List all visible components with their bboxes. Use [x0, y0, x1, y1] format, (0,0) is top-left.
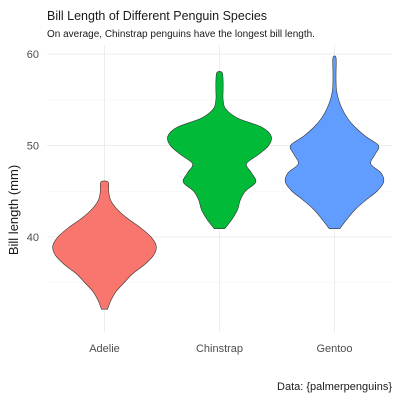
y-tick-label: 60 — [27, 49, 39, 61]
x-tick-label: Gentoo — [316, 343, 352, 355]
violin-chinstrap — [167, 70, 272, 230]
chart-title: Bill Length of Different Penguin Species — [47, 9, 267, 23]
violin-adelie — [52, 180, 157, 310]
y-tick-label: 50 — [27, 141, 39, 153]
y-tick-labels: 40 50 60 — [27, 49, 39, 244]
y-tick-label: 40 — [27, 232, 39, 244]
x-tick-label: Chinstrap — [196, 343, 243, 355]
y-axis-title: Bill length (mm) — [6, 165, 21, 255]
x-tick-label: Adelie — [89, 343, 120, 355]
x-tick-labels: Adelie Chinstrap Gentoo — [89, 343, 352, 355]
chart-caption: Data: {palmerpenguins} — [277, 381, 392, 393]
violins — [52, 55, 385, 310]
chart-subtitle: On average, Chinstrap penguins have the … — [47, 29, 315, 40]
violin-gentoo — [284, 55, 385, 230]
